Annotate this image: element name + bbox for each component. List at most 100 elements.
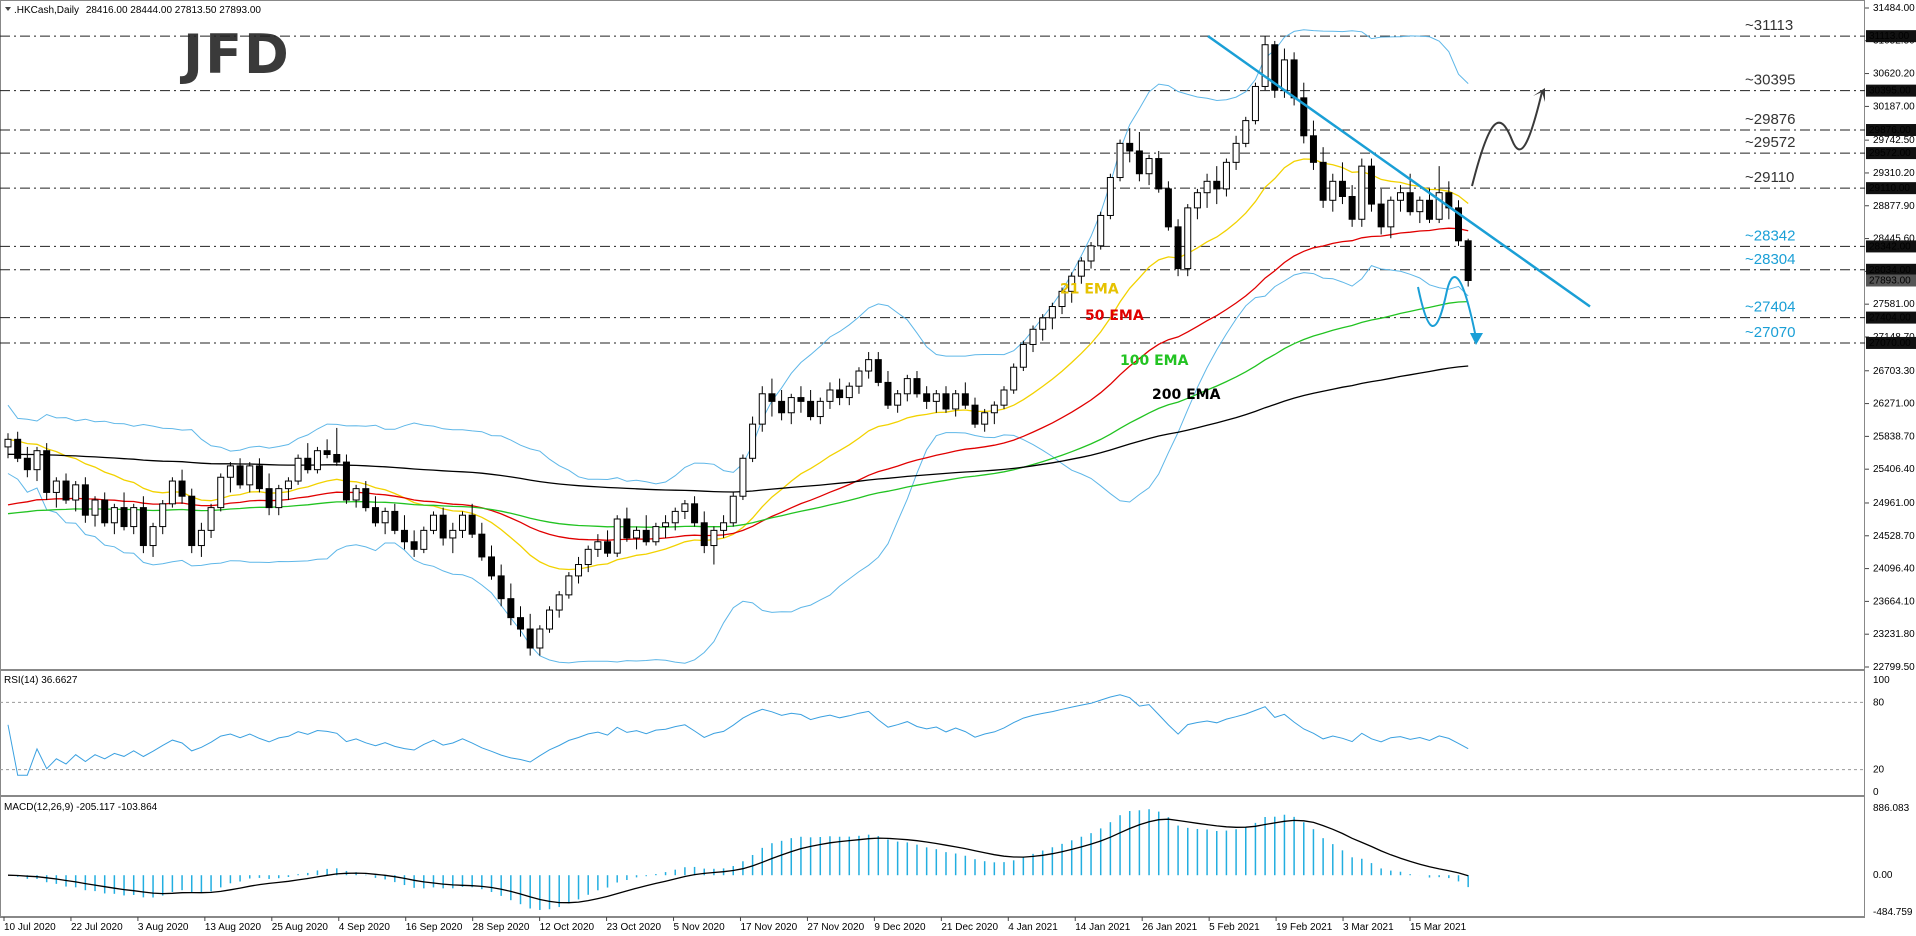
candle-body bbox=[1300, 97, 1308, 137]
candle-body bbox=[81, 484, 89, 516]
candle-body bbox=[62, 480, 70, 501]
x-tick-label: 17 Nov 2020 bbox=[740, 922, 797, 933]
y-tick-label: 30620.20 bbox=[1873, 69, 1915, 80]
level-label: ~31113 bbox=[1745, 17, 1793, 34]
candle-body bbox=[836, 389, 844, 399]
candle-body bbox=[52, 480, 60, 493]
candle-body bbox=[1077, 260, 1085, 277]
ema-label: 100 EMA bbox=[1120, 353, 1189, 369]
candle-body bbox=[1048, 306, 1056, 319]
x-tick-label: 4 Sep 2020 bbox=[339, 922, 391, 933]
candle-body bbox=[488, 556, 495, 577]
candle-body bbox=[555, 594, 563, 611]
downtrend-line bbox=[1207, 35, 1591, 308]
candle-body bbox=[797, 397, 805, 402]
symbol-name: .HKCash,Daily bbox=[14, 5, 79, 16]
annotations: ~31113 ~30395 ~29876 ~29572 ~29110 ~28342 ~283… bbox=[1060, 17, 1795, 403]
price-tag: 29110.00 bbox=[1869, 183, 1910, 194]
macd-tick: -484.759 bbox=[1873, 907, 1913, 918]
candle-body bbox=[333, 453, 341, 463]
y-tick-label: 26703.30 bbox=[1873, 366, 1915, 377]
price-axis: 31484.0031052.5030620.2030187.0029742.50… bbox=[1865, 3, 1916, 673]
candle-body bbox=[1338, 180, 1346, 197]
candle-body bbox=[410, 541, 418, 550]
price-tag-box bbox=[1866, 84, 1916, 97]
candle-body bbox=[739, 457, 747, 497]
rsi-tick: 100 bbox=[1873, 675, 1890, 686]
x-tick-label: 28 Sep 2020 bbox=[473, 922, 530, 933]
price-tag: 28342.00 bbox=[1869, 241, 1911, 252]
candle-body bbox=[43, 450, 51, 493]
candle-body bbox=[342, 461, 350, 501]
candle-body bbox=[130, 507, 138, 528]
rsi-tick: 80 bbox=[1873, 697, 1885, 708]
x-tick-label: 5 Nov 2020 bbox=[674, 922, 726, 933]
ema100-line bbox=[7, 300, 1469, 528]
candle-body bbox=[652, 526, 660, 543]
y-tick-label: 26271.00 bbox=[1873, 399, 1915, 410]
price-tag: 27070.00 bbox=[1869, 338, 1911, 349]
y-tick-label: 31484.00 bbox=[1873, 3, 1915, 14]
ema200-line bbox=[7, 365, 1469, 493]
candle-body bbox=[816, 400, 824, 418]
candle-body bbox=[226, 465, 234, 478]
x-tick-label: 13 Aug 2020 bbox=[205, 922, 262, 933]
candle-body bbox=[1010, 366, 1018, 391]
candle-body bbox=[159, 503, 167, 528]
candle-body bbox=[845, 385, 853, 399]
x-tick-label: 19 Feb 2021 bbox=[1276, 922, 1333, 933]
candle-body bbox=[874, 359, 882, 383]
candle-body bbox=[497, 575, 505, 600]
candle-body bbox=[1164, 188, 1172, 228]
rsi-label: RSI(14) 36.6627 bbox=[4, 675, 78, 686]
price-tag: 31113.00 bbox=[1869, 31, 1910, 42]
level-label: ~29110 bbox=[1745, 169, 1794, 186]
candle-body bbox=[778, 400, 786, 414]
ema-label: 21 EMA bbox=[1060, 282, 1119, 298]
last-price-tag: 27893.00 bbox=[1869, 275, 1911, 286]
price-tag-box bbox=[1866, 336, 1916, 349]
candle-body bbox=[1406, 192, 1414, 213]
ema-label: 50 EMA bbox=[1085, 308, 1144, 324]
candle-body bbox=[1174, 226, 1182, 270]
down-arrow-head bbox=[1470, 333, 1483, 345]
candle-body bbox=[1087, 245, 1095, 262]
x-tick-label: 3 Mar 2021 bbox=[1343, 922, 1394, 933]
candle-body bbox=[691, 503, 699, 524]
price-tag-box bbox=[1866, 182, 1916, 195]
candle-body bbox=[255, 465, 263, 490]
candle-body bbox=[1261, 44, 1269, 87]
macd-panel: MACD(12,26,9) -205.117 -103.864 886.083 0.… bbox=[4, 802, 1913, 918]
x-tick-label: 26 Jan 2021 bbox=[1142, 922, 1197, 933]
candle-body bbox=[439, 514, 447, 539]
x-tick-label: 16 Sep 2020 bbox=[406, 922, 463, 933]
x-tick-label: 21 Dec 2020 bbox=[941, 922, 998, 933]
candle-body bbox=[458, 514, 466, 531]
candle-body bbox=[826, 389, 834, 402]
candle-body bbox=[72, 484, 80, 501]
bullish-scenario-arrow bbox=[1471, 91, 1543, 187]
candle-body bbox=[1309, 135, 1317, 163]
candle-body bbox=[923, 393, 931, 402]
candle-body bbox=[468, 514, 476, 535]
candle-body bbox=[207, 507, 215, 531]
collapse-triangle-icon[interactable] bbox=[5, 7, 11, 11]
candle-body bbox=[671, 510, 679, 524]
ema-label: 200 EMA bbox=[1152, 387, 1221, 403]
y-tick-label: 24096.40 bbox=[1873, 564, 1915, 575]
rsi-line bbox=[7, 694, 1469, 776]
candle-body bbox=[352, 488, 360, 501]
bb-upper bbox=[7, 29, 1469, 485]
svg-text:JFD: JFD bbox=[179, 23, 291, 86]
candle-body bbox=[942, 393, 950, 410]
level-label: ~27404 bbox=[1745, 299, 1795, 316]
bollinger-bands bbox=[7, 29, 1469, 664]
candle-body bbox=[1455, 207, 1462, 242]
ohlc-values: 28416.00 28444.00 27813.50 27893.00 bbox=[86, 5, 262, 16]
candle-body bbox=[729, 495, 737, 524]
candle-body bbox=[178, 480, 186, 497]
candle-body bbox=[149, 526, 157, 547]
candle-body bbox=[575, 564, 583, 577]
candle-body bbox=[1425, 199, 1433, 220]
